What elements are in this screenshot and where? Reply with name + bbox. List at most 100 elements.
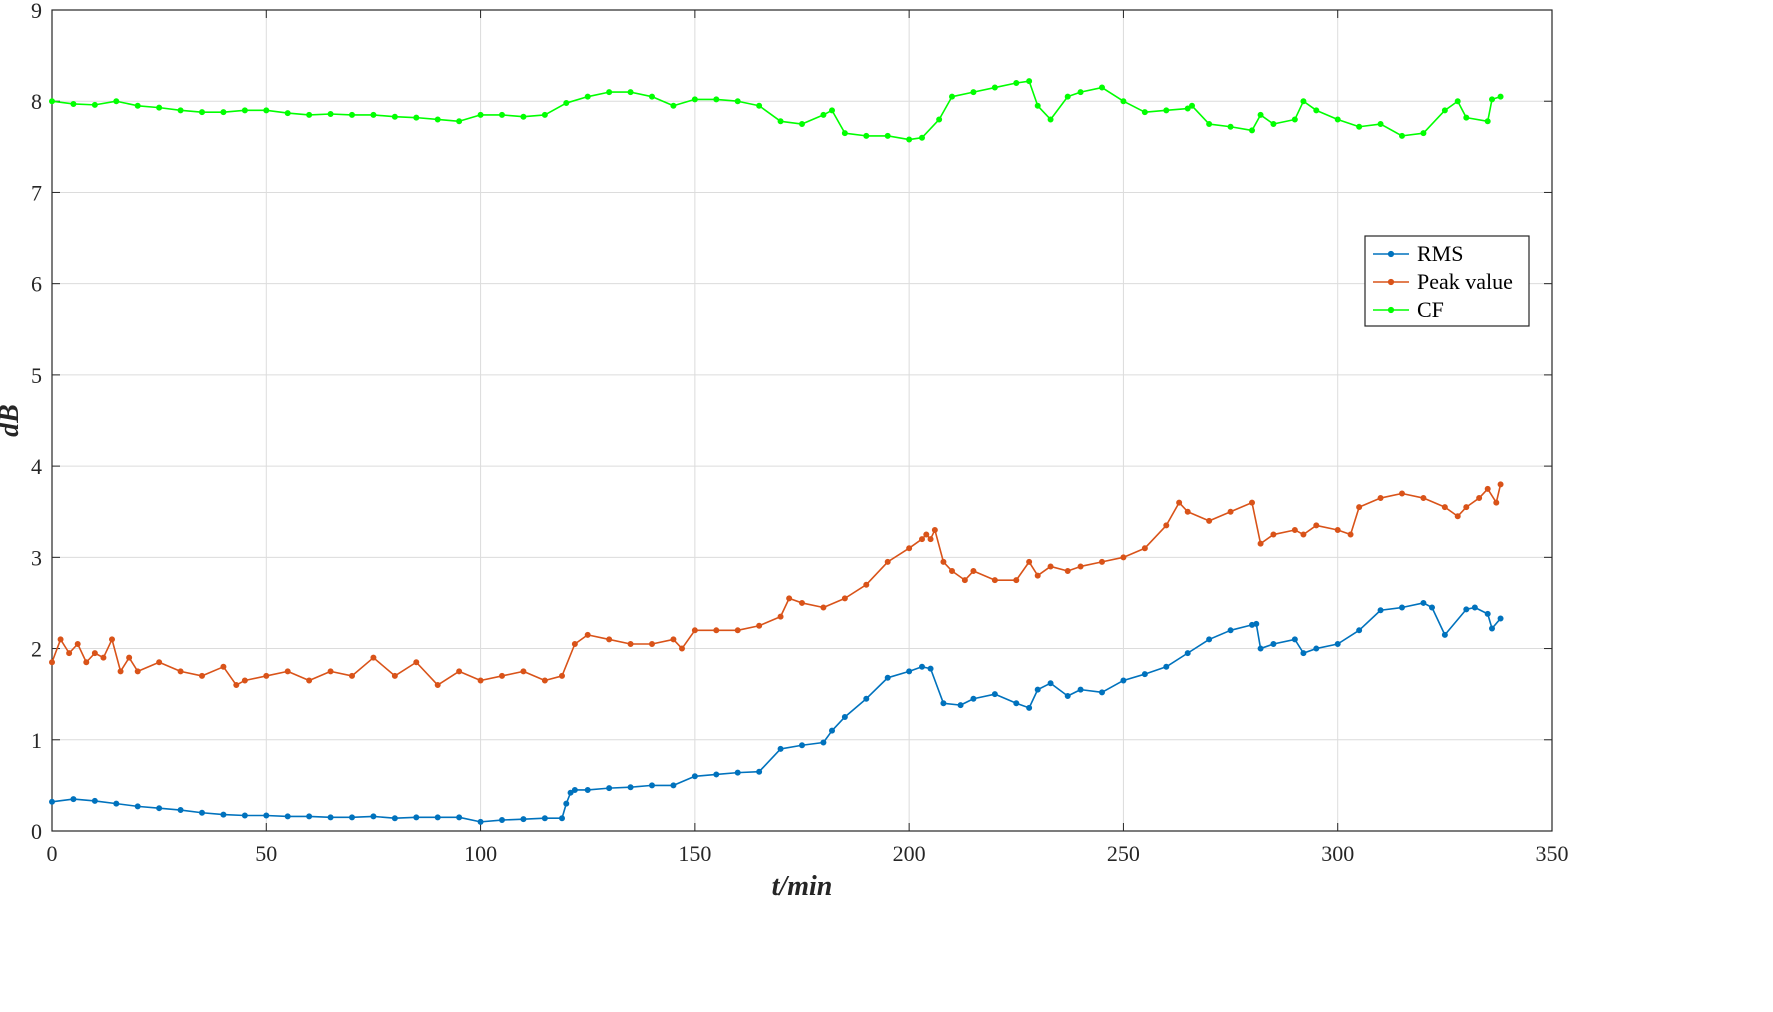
data-point-peak-value [627, 640, 634, 647]
data-point-cf [991, 84, 998, 91]
x-tick-label: 0 [47, 841, 58, 866]
data-point-cf [1120, 98, 1127, 105]
data-point-peak-value [1334, 526, 1341, 533]
data-point-cf [1377, 121, 1384, 128]
data-point-cf [949, 93, 956, 100]
y-tick-label: 6 [31, 272, 42, 297]
series-line-cf [51, 80, 1501, 141]
data-point-cf [691, 96, 698, 103]
legend-label-cf: CF [1417, 297, 1444, 322]
legend: RMS Peak value CF [1364, 235, 1530, 327]
data-point-rms [571, 786, 578, 793]
data-point-peak-value [991, 577, 998, 584]
data-point-rms [177, 807, 184, 814]
data-point-peak-value [434, 682, 441, 689]
data-point-peak-value [370, 654, 377, 661]
data-point-rms [1206, 636, 1213, 643]
data-point-peak-value [327, 668, 334, 675]
data-point-peak-value [923, 531, 930, 538]
data-point-rms [284, 813, 291, 820]
data-point-peak-value [1347, 531, 1354, 538]
data-point-cf [1300, 98, 1307, 105]
series-cf [49, 78, 1504, 143]
data-point-rms [327, 814, 334, 821]
data-point-peak-value [498, 672, 505, 679]
data-point-cf [70, 100, 77, 107]
data-point-cf [1257, 111, 1264, 118]
data-point-peak-value [1184, 508, 1191, 515]
series-peak-value [49, 481, 1504, 689]
data-point-rms [520, 816, 527, 823]
data-point-rms [1497, 615, 1504, 622]
data-point-rms [559, 815, 566, 822]
data-point-cf [1184, 105, 1191, 112]
data-point-rms [606, 785, 613, 792]
data-point-peak-value [391, 672, 398, 679]
data-point-peak-value [1099, 558, 1106, 565]
data-point-rms [1441, 631, 1448, 638]
data-point-rms [777, 745, 784, 752]
legend-label-rms: RMS [1417, 241, 1463, 266]
data-point-cf [91, 101, 98, 108]
data-point-peak-value [1399, 490, 1406, 497]
data-point-rms [1227, 627, 1234, 634]
data-point-peak-value [820, 604, 827, 611]
data-point-peak-value [884, 558, 891, 565]
data-point-rms [70, 796, 77, 803]
data-point-peak-value [109, 636, 116, 643]
data-point-peak-value [1257, 540, 1264, 547]
data-point-peak-value [734, 627, 741, 634]
data-point-cf [584, 93, 591, 100]
x-tick-label: 100 [464, 841, 497, 866]
data-point-rms [1420, 599, 1427, 606]
data-point-rms [49, 798, 56, 805]
x-tick-label: 150 [678, 841, 711, 866]
data-point-peak-value [413, 659, 420, 666]
data-point-rms [799, 742, 806, 749]
data-point-peak-value [348, 672, 355, 679]
data-point-cf [220, 109, 227, 116]
data-point-peak-value [1476, 495, 1483, 502]
data-point-cf [734, 98, 741, 105]
data-point-peak-value [49, 659, 56, 666]
data-point-cf [413, 114, 420, 121]
series-layer [49, 78, 1504, 825]
data-point-peak-value [919, 536, 926, 543]
data-point-peak-value [541, 677, 548, 684]
data-point-rms [391, 815, 398, 822]
data-point-cf [1489, 96, 1496, 103]
data-point-peak-value [1026, 558, 1033, 565]
data-point-rms [1141, 671, 1148, 678]
data-point-rms [1034, 686, 1041, 693]
data-point-rms [649, 782, 656, 789]
data-point-rms [670, 782, 677, 789]
data-point-peak-value [520, 668, 527, 675]
data-point-cf [756, 102, 763, 109]
data-point-peak-value [940, 558, 947, 565]
data-point-cf [113, 98, 120, 105]
data-point-cf [649, 93, 656, 100]
data-point-rms [734, 769, 741, 776]
data-point-cf [541, 111, 548, 118]
data-point-peak-value [117, 668, 124, 675]
data-point-peak-value [571, 640, 578, 647]
data-point-cf [884, 132, 891, 139]
data-point-peak-value [1163, 522, 1170, 529]
data-point-rms [1184, 650, 1191, 657]
data-point-rms [1270, 640, 1277, 647]
data-point-cf [1334, 116, 1341, 123]
data-point-cf [1356, 123, 1363, 130]
data-point-cf [820, 111, 827, 118]
data-point-peak-value [1484, 485, 1491, 492]
data-point-cf [498, 111, 505, 118]
data-point-rms [884, 674, 891, 681]
y-tick-label: 4 [31, 454, 42, 479]
data-point-rms [627, 784, 634, 791]
data-point-peak-value [559, 672, 566, 679]
data-point-peak-value [1047, 563, 1054, 570]
data-point-cf [841, 130, 848, 137]
data-point-rms [713, 771, 720, 778]
data-point-peak-value [456, 668, 463, 675]
data-point-cf [391, 113, 398, 120]
